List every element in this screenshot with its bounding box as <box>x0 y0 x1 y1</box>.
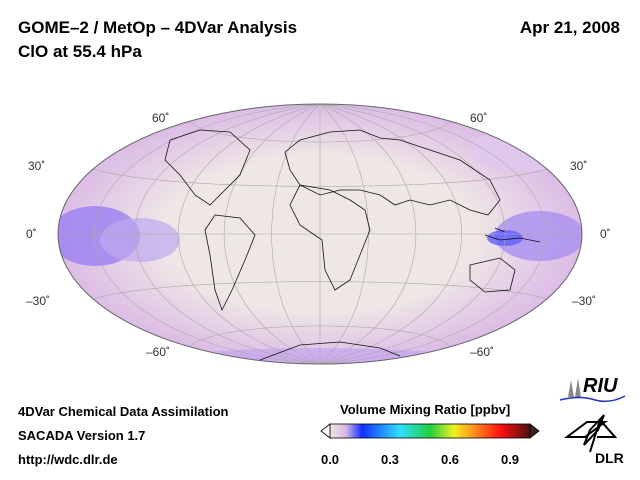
lat-label-left-60: 60˚ <box>152 111 170 125</box>
lat-label-left-m30: –30˚ <box>26 294 51 308</box>
colorbar-tick: 0.9 <box>500 452 520 467</box>
lat-label-right-m30: –30˚ <box>572 294 597 308</box>
meridian-line <box>94 104 321 364</box>
meridian-line <box>319 104 463 364</box>
coastlines <box>164 129 541 361</box>
colorbar-tick: 0.3 <box>380 452 400 467</box>
colorbar-tick: 0.6 <box>440 452 460 467</box>
map-subtitle: ClO at 55.4 hPa <box>18 42 142 61</box>
map-title: GOME–2 / MetOp – 4DVar Analysis <box>18 18 298 37</box>
svg-text:DLR: DLR <box>595 450 624 466</box>
date-label: Apr 21, 2008 <box>519 18 620 37</box>
lat-label-left-m60: –60˚ <box>146 345 171 359</box>
lat-label-right-0: 0˚ <box>600 227 611 241</box>
meridian-line <box>134 104 321 364</box>
riu-logo: RIU <box>559 375 626 403</box>
meridian-line <box>177 104 321 364</box>
meridian-line <box>271 104 321 364</box>
colorbar <box>329 423 531 439</box>
footer-url: http://wdc.dlr.de <box>18 452 118 467</box>
colorbar-high-arrow <box>529 423 540 439</box>
svg-text:RIU: RIU <box>583 375 618 397</box>
lat-label-left-30: 30˚ <box>28 159 46 173</box>
lat-label-right-60: 60˚ <box>470 111 488 125</box>
lat-label-right-30: 30˚ <box>570 159 588 173</box>
footer-line-2: SACADA Version 1.7 <box>18 428 146 443</box>
meridian-line <box>319 104 546 364</box>
colorbar-tick: 0.0 <box>320 452 340 467</box>
map-border <box>57 103 583 365</box>
meridian-line <box>223 104 321 364</box>
footer-line-1: 4DVar Chemical Data Assimilation <box>18 404 229 419</box>
lat-label-left-0: 0˚ <box>26 227 37 241</box>
meridian-line <box>319 104 506 364</box>
lat-label-right-m60: –60˚ <box>470 345 495 359</box>
colorbar-low-arrow <box>320 423 331 439</box>
dlr-logo: DLR <box>564 414 624 466</box>
colorbar-title: Volume Mixing Ratio [ppbv] <box>340 402 511 417</box>
meridian-line <box>319 104 417 364</box>
